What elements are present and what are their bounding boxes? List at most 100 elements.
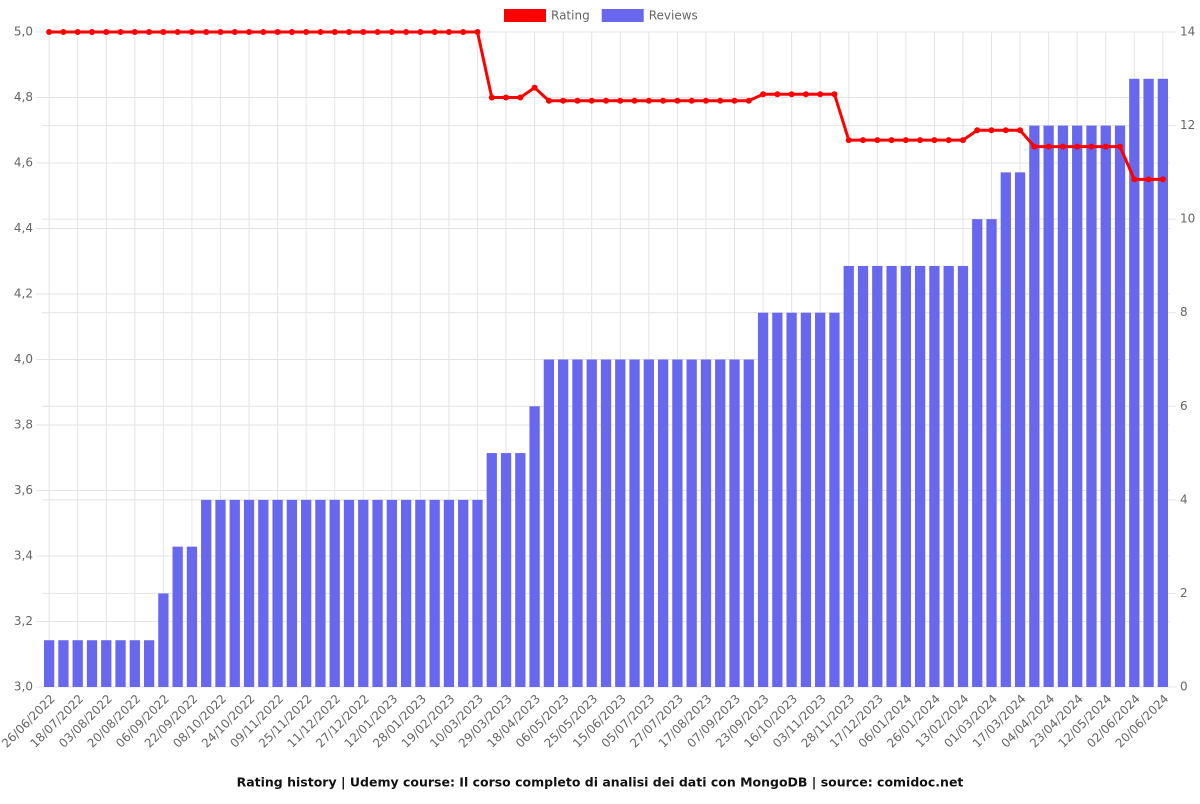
bar bbox=[900, 265, 911, 687]
y-tick-label: 4,0 bbox=[14, 352, 33, 366]
y2-tick-label: 0 bbox=[1180, 680, 1188, 694]
bar bbox=[429, 499, 440, 687]
bar bbox=[800, 312, 812, 687]
bar bbox=[643, 359, 654, 687]
bar bbox=[829, 312, 840, 687]
point bbox=[488, 94, 495, 101]
point bbox=[802, 91, 809, 98]
chart-title: Rating history | Udemy course: Il corso … bbox=[237, 775, 964, 790]
point bbox=[1031, 143, 1038, 150]
point bbox=[660, 97, 667, 104]
y2-tick-label: 4 bbox=[1180, 492, 1188, 506]
y-tick-label: 3,0 bbox=[14, 680, 33, 694]
bar bbox=[443, 499, 455, 687]
point bbox=[1159, 176, 1166, 183]
point bbox=[860, 137, 867, 144]
bar bbox=[629, 359, 640, 687]
point bbox=[888, 137, 895, 144]
bar bbox=[515, 453, 526, 687]
point bbox=[959, 137, 966, 144]
bar bbox=[1000, 172, 1011, 687]
bar bbox=[358, 499, 369, 687]
point bbox=[831, 91, 838, 98]
bar bbox=[943, 265, 954, 687]
point bbox=[445, 29, 452, 35]
bar bbox=[686, 359, 697, 687]
point bbox=[174, 29, 181, 35]
bar bbox=[1100, 125, 1111, 688]
bar bbox=[843, 265, 854, 687]
point bbox=[331, 29, 338, 35]
bar bbox=[543, 359, 555, 687]
legend: Rating Reviews bbox=[504, 9, 698, 23]
bar bbox=[143, 640, 155, 687]
bar bbox=[600, 359, 612, 687]
bar bbox=[172, 546, 183, 687]
point bbox=[246, 29, 253, 35]
y2-tick-label: 10 bbox=[1180, 212, 1195, 226]
bar bbox=[215, 499, 226, 687]
bar bbox=[343, 499, 355, 687]
point bbox=[702, 97, 709, 104]
y2-tick-label: 6 bbox=[1180, 399, 1188, 413]
bar bbox=[258, 499, 269, 687]
point bbox=[974, 127, 981, 134]
bar bbox=[58, 640, 69, 687]
y-tick-label: 3,8 bbox=[14, 418, 33, 432]
bar bbox=[229, 499, 240, 687]
point bbox=[1074, 143, 1081, 150]
point bbox=[817, 91, 824, 98]
bar bbox=[186, 546, 198, 687]
bar bbox=[415, 499, 426, 687]
point bbox=[688, 97, 695, 104]
bar bbox=[1029, 125, 1040, 688]
bar bbox=[101, 640, 112, 687]
point bbox=[917, 137, 924, 144]
bar bbox=[72, 640, 83, 687]
point bbox=[360, 29, 367, 35]
y-tick-label: 3,2 bbox=[14, 614, 33, 628]
bar bbox=[558, 359, 569, 687]
bar bbox=[1143, 78, 1154, 688]
legend-label: Reviews bbox=[649, 9, 698, 23]
point bbox=[603, 97, 609, 104]
legend-swatch bbox=[601, 9, 644, 22]
point bbox=[874, 137, 881, 144]
bar bbox=[572, 359, 583, 687]
bar bbox=[815, 312, 826, 687]
point bbox=[46, 29, 53, 35]
point bbox=[1102, 143, 1109, 150]
bar bbox=[1057, 125, 1069, 688]
legend-label: Rating bbox=[551, 9, 590, 23]
point bbox=[203, 29, 210, 35]
point bbox=[431, 29, 438, 35]
bar bbox=[286, 499, 298, 687]
bar bbox=[115, 640, 126, 687]
bar bbox=[1072, 125, 1083, 688]
point bbox=[902, 137, 909, 144]
y2-tick-label: 14 bbox=[1180, 25, 1195, 39]
bar bbox=[301, 499, 312, 687]
point bbox=[60, 29, 67, 35]
point bbox=[1117, 143, 1124, 150]
bar bbox=[986, 219, 997, 687]
y-tick-label: 4,4 bbox=[14, 221, 33, 235]
point bbox=[374, 29, 381, 35]
bar bbox=[529, 406, 540, 687]
point bbox=[774, 91, 781, 98]
point bbox=[545, 97, 552, 104]
point bbox=[731, 97, 738, 104]
point bbox=[1131, 176, 1138, 183]
point bbox=[460, 29, 467, 35]
bar bbox=[272, 499, 283, 687]
point bbox=[1017, 127, 1024, 134]
point bbox=[503, 94, 510, 101]
point bbox=[1145, 176, 1152, 183]
bar bbox=[700, 359, 712, 687]
point bbox=[274, 29, 281, 35]
legend-swatch bbox=[504, 9, 546, 22]
point bbox=[231, 29, 238, 35]
y-tick-label: 3,4 bbox=[14, 549, 33, 563]
point bbox=[417, 29, 424, 35]
bar bbox=[586, 359, 597, 687]
